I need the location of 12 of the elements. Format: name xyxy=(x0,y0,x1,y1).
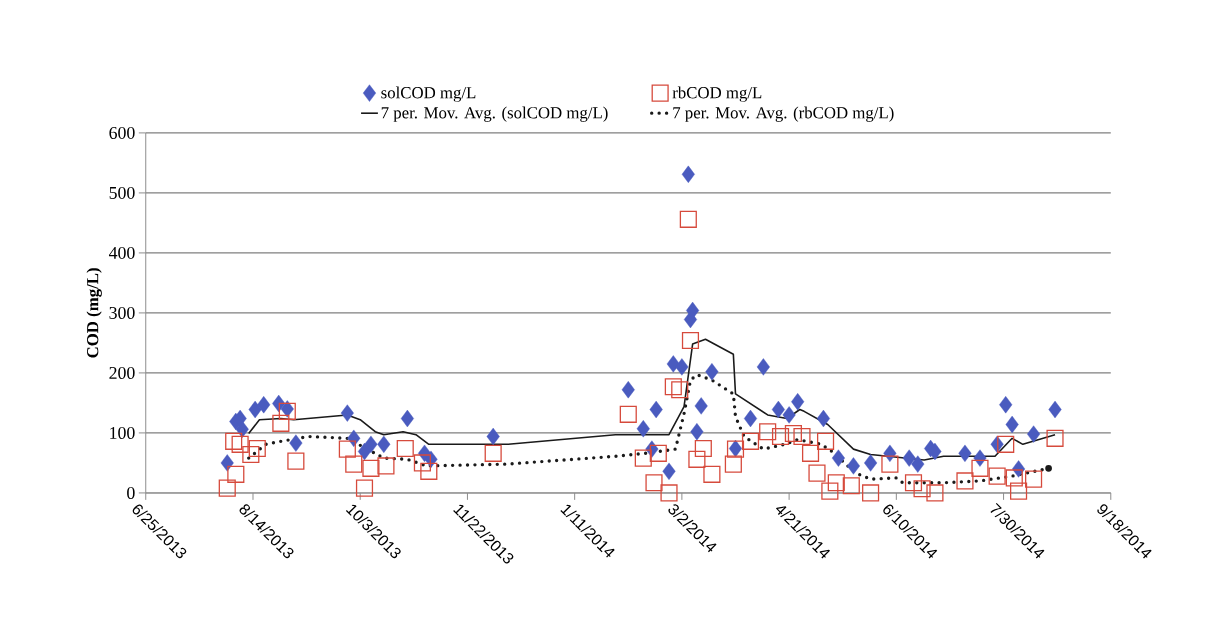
y-tick-label: 200 xyxy=(109,366,135,379)
y-tick-label: 100 xyxy=(110,426,135,439)
y-tick-label: 600 xyxy=(109,126,135,139)
legend-label: rbCOD mg/L xyxy=(672,86,762,102)
y-axis-title: COD (mg/L) xyxy=(86,268,102,358)
y-tick-label: 400 xyxy=(108,246,135,259)
legend-label: 7 per. Mov. Avg. (rbCOD mg/L) xyxy=(673,106,894,122)
legend-label: solCOD mg/L xyxy=(381,86,476,102)
legend-label: 7 per. Mov. Avg. (solCOD mg/L) xyxy=(381,106,608,122)
y-tick-label: 300 xyxy=(109,306,135,319)
y-tick-label: 500 xyxy=(109,186,135,199)
y-tick-label: 0 xyxy=(127,486,135,499)
